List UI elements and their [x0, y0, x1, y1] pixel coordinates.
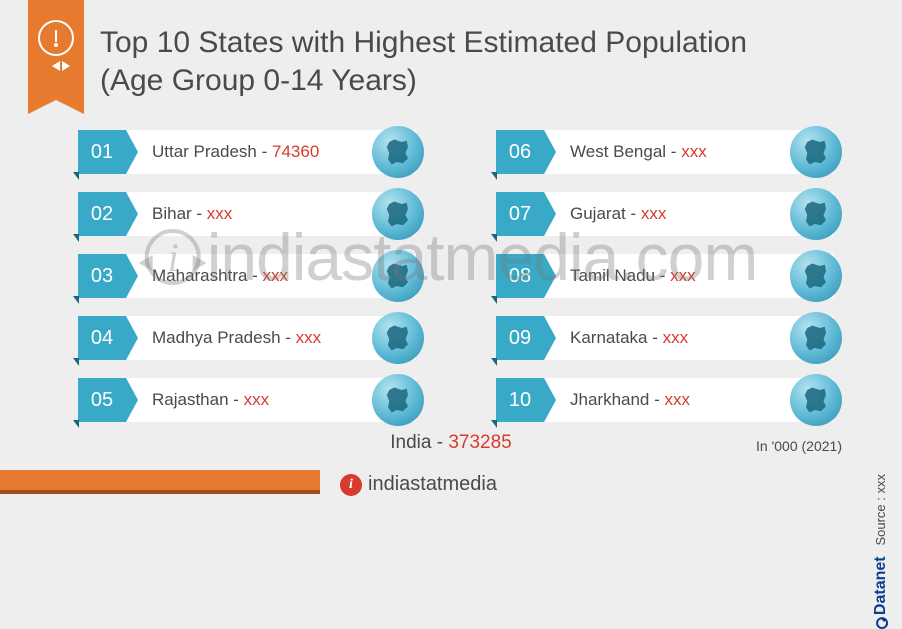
- map-icon: [790, 126, 842, 178]
- state-value: xxx: [296, 328, 322, 347]
- state-value: xxx: [681, 142, 707, 161]
- brand: iindiastatmedia: [340, 473, 497, 496]
- list-item: 04 Madhya Pradesh - xxx: [78, 316, 416, 360]
- datanet-icon: [876, 617, 888, 629]
- state-value: xxx: [665, 390, 691, 409]
- list-item: 07 Gujarat - xxx: [496, 192, 834, 236]
- ribbon: [28, 0, 84, 100]
- list-item: 08 Tamil Nadu - xxx: [496, 254, 834, 298]
- state-value: xxx: [244, 390, 270, 409]
- page-title: Top 10 States with Highest Estimated Pop…: [100, 24, 800, 99]
- rank-badge: 09: [496, 316, 544, 360]
- state-value: xxx: [641, 204, 667, 223]
- total-value: 373285: [448, 432, 511, 453]
- map-icon: [790, 250, 842, 302]
- datanet-label: Datanet: [872, 556, 889, 615]
- column-right: 06 West Bengal - xxx 07 Gujarat - xxx 08 Tami…: [496, 130, 834, 422]
- rank-badge: 07: [496, 192, 544, 236]
- rank-badge: 01: [78, 130, 126, 174]
- brand-icon: i: [340, 474, 362, 496]
- map-icon: [790, 374, 842, 426]
- list-item: 02 Bihar - xxx: [78, 192, 416, 236]
- list-item: 03 Maharashtra - xxx: [78, 254, 416, 298]
- map-icon: [372, 250, 424, 302]
- source-side: Datanet Source : xxx: [872, 474, 890, 629]
- source-text: Source : xxx: [873, 474, 888, 546]
- state-label: Karnataka - xxx: [570, 328, 688, 348]
- map-icon: [790, 312, 842, 364]
- list-container: 01 Uttar Pradesh - 74360 02 Bihar - xxx 03 Ma…: [78, 130, 834, 422]
- unit-label: In '000 (2021): [756, 438, 842, 454]
- state-label: Gujarat - xxx: [570, 204, 666, 224]
- state-value: xxx: [663, 328, 689, 347]
- info-icon: [38, 20, 74, 56]
- state-label: Uttar Pradesh - 74360: [152, 142, 319, 162]
- state-label: Tamil Nadu - xxx: [570, 266, 696, 286]
- list-item: 10 Jharkhand - xxx: [496, 378, 834, 422]
- rank-badge: 02: [78, 192, 126, 236]
- rank-badge: 06: [496, 130, 544, 174]
- map-icon: [790, 188, 842, 240]
- list-item: 09 Karnataka - xxx: [496, 316, 834, 360]
- accent-bar: [0, 470, 320, 494]
- state-label: Bihar - xxx: [152, 204, 232, 224]
- list-item: 01 Uttar Pradesh - 74360: [78, 130, 416, 174]
- state-value: 74360: [272, 142, 319, 161]
- map-icon: [372, 126, 424, 178]
- state-value: xxx: [207, 204, 233, 223]
- state-value: xxx: [670, 266, 696, 285]
- map-icon: [372, 312, 424, 364]
- rank-badge: 05: [78, 378, 126, 422]
- state-label: West Bengal - xxx: [570, 142, 707, 162]
- state-label: Madhya Pradesh - xxx: [152, 328, 321, 348]
- state-label: Rajasthan - xxx: [152, 390, 269, 410]
- rank-badge: 10: [496, 378, 544, 422]
- state-label: Maharashtra - xxx: [152, 266, 288, 286]
- rank-badge: 08: [496, 254, 544, 298]
- total-label: India: [390, 432, 431, 453]
- list-item: 06 West Bengal - xxx: [496, 130, 834, 174]
- rank-badge: 03: [78, 254, 126, 298]
- state-label: Jharkhand - xxx: [570, 390, 690, 410]
- list-item: 05 Rajasthan - xxx: [78, 378, 416, 422]
- column-left: 01 Uttar Pradesh - 74360 02 Bihar - xxx 03 Ma…: [78, 130, 416, 422]
- map-icon: [372, 374, 424, 426]
- rank-badge: 04: [78, 316, 126, 360]
- state-value: xxx: [263, 266, 289, 285]
- map-icon: [372, 188, 424, 240]
